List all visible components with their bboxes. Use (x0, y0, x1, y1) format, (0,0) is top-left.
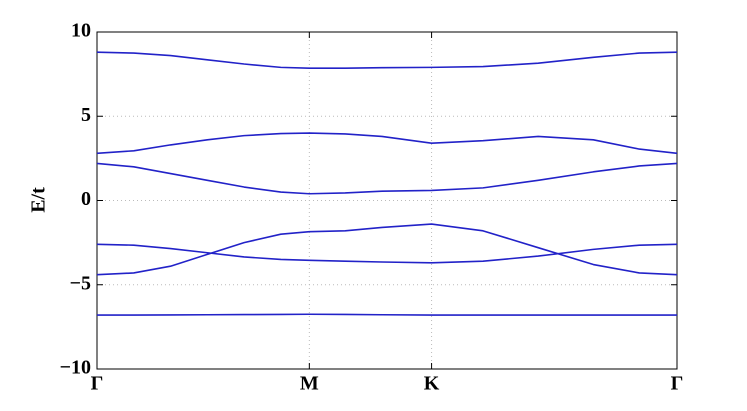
band-line (96, 162, 678, 195)
y-tick-label: 10 (71, 20, 91, 42)
band-line (97, 313, 677, 316)
x-tick-label: M (300, 373, 319, 395)
band-line (96, 243, 678, 264)
band-line (96, 223, 678, 276)
y-tick-label: 5 (81, 104, 91, 126)
y-tick-label: 0 (81, 188, 91, 210)
x-tick-label: K (424, 373, 440, 395)
band-line (96, 51, 678, 70)
band-line (96, 132, 678, 155)
y-tick-label: −10 (60, 357, 91, 379)
y-axis-label: E/t (28, 187, 50, 213)
x-tick-label: Γ (91, 373, 104, 395)
x-tick-label: Γ (671, 373, 684, 395)
plot-frame (96, 31, 678, 370)
y-tick-label: −5 (70, 272, 91, 294)
